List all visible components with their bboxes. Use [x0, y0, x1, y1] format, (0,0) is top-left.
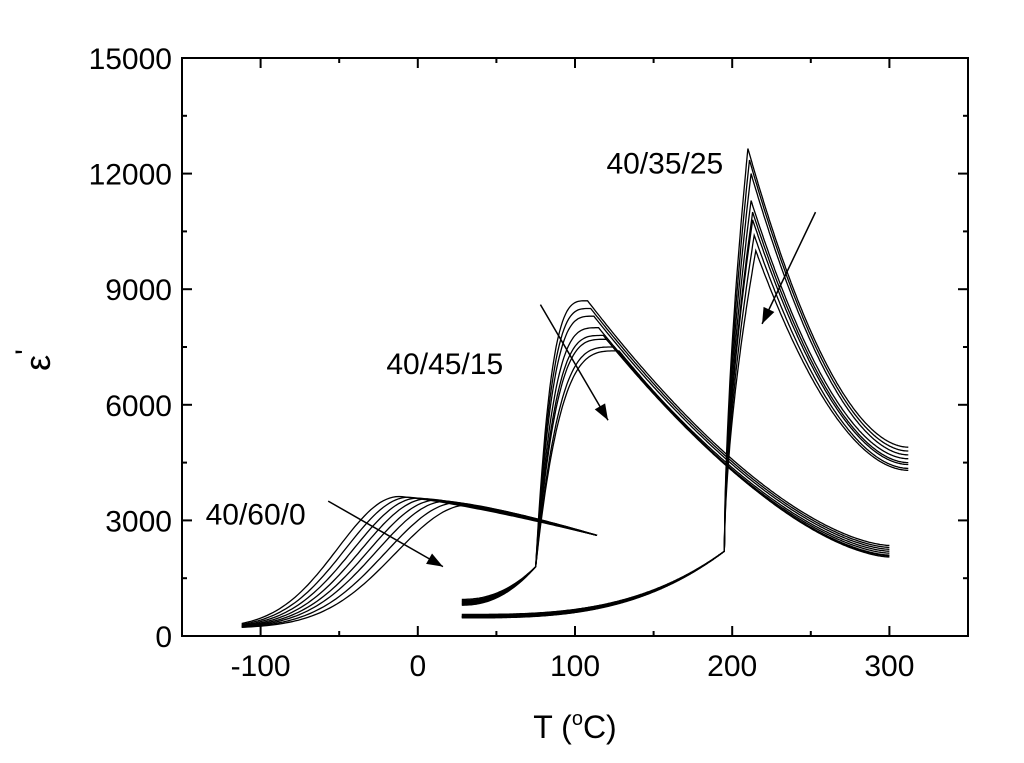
x-tick-label: -100 — [231, 650, 291, 683]
y-axis-label-symbol: ε — [17, 355, 58, 371]
curve-40-45-15 — [461, 300, 890, 601]
annotations-layer: 40/60/0 40/45/15 40/35/25 — [206, 148, 817, 568]
x-axis-label-sup: o — [572, 708, 583, 730]
x-tick-label: 100 — [550, 650, 600, 683]
y-tick-label: 9000 — [105, 274, 172, 307]
curve-40-45-15 — [461, 327, 890, 603]
arrow-line — [327, 500, 444, 568]
x-tick-label: 0 — [409, 650, 426, 683]
curves-layer — [241, 148, 909, 628]
y-tick-label: 6000 — [105, 390, 172, 423]
y-axis-label: ε' — [10, 349, 58, 371]
arrow-head — [594, 403, 609, 421]
y-axis-label-prime: ' — [10, 349, 43, 355]
series-annotation: 40/60/0 — [206, 498, 306, 531]
x-axis-label-unit: C) — [583, 709, 617, 745]
arrow-line — [539, 304, 609, 421]
curve-40-35-25 — [461, 248, 909, 619]
curve-40-45-15 — [461, 334, 890, 604]
x-axis-label: T (oC) — [533, 708, 616, 745]
x-axis-label-main: T ( — [533, 709, 572, 745]
arrow-line — [761, 211, 817, 325]
x-tick-label: 200 — [707, 650, 757, 683]
curve-40-45-15 — [461, 338, 890, 605]
x-tick-label: 300 — [864, 650, 914, 683]
series-annotation: 40/35/25 — [606, 148, 723, 181]
curve-40-35-25 — [461, 200, 909, 617]
curve-40-45-15 — [461, 307, 890, 602]
curve-40-45-15 — [461, 350, 890, 606]
series-annotation: 40/45/15 — [386, 348, 503, 381]
curve-40-35-25 — [461, 159, 909, 616]
y-tick-label: 12000 — [89, 159, 172, 192]
y-tick-label: 3000 — [105, 505, 172, 538]
arrow-head — [762, 306, 775, 324]
curve-40-45-15 — [461, 315, 890, 602]
curve-40-35-25 — [461, 219, 909, 618]
curve-40-60-0 — [241, 504, 598, 628]
y-tick-label: 0 — [155, 621, 172, 654]
y-tick-label: 15000 — [89, 43, 172, 76]
arrow-head — [426, 553, 443, 567]
